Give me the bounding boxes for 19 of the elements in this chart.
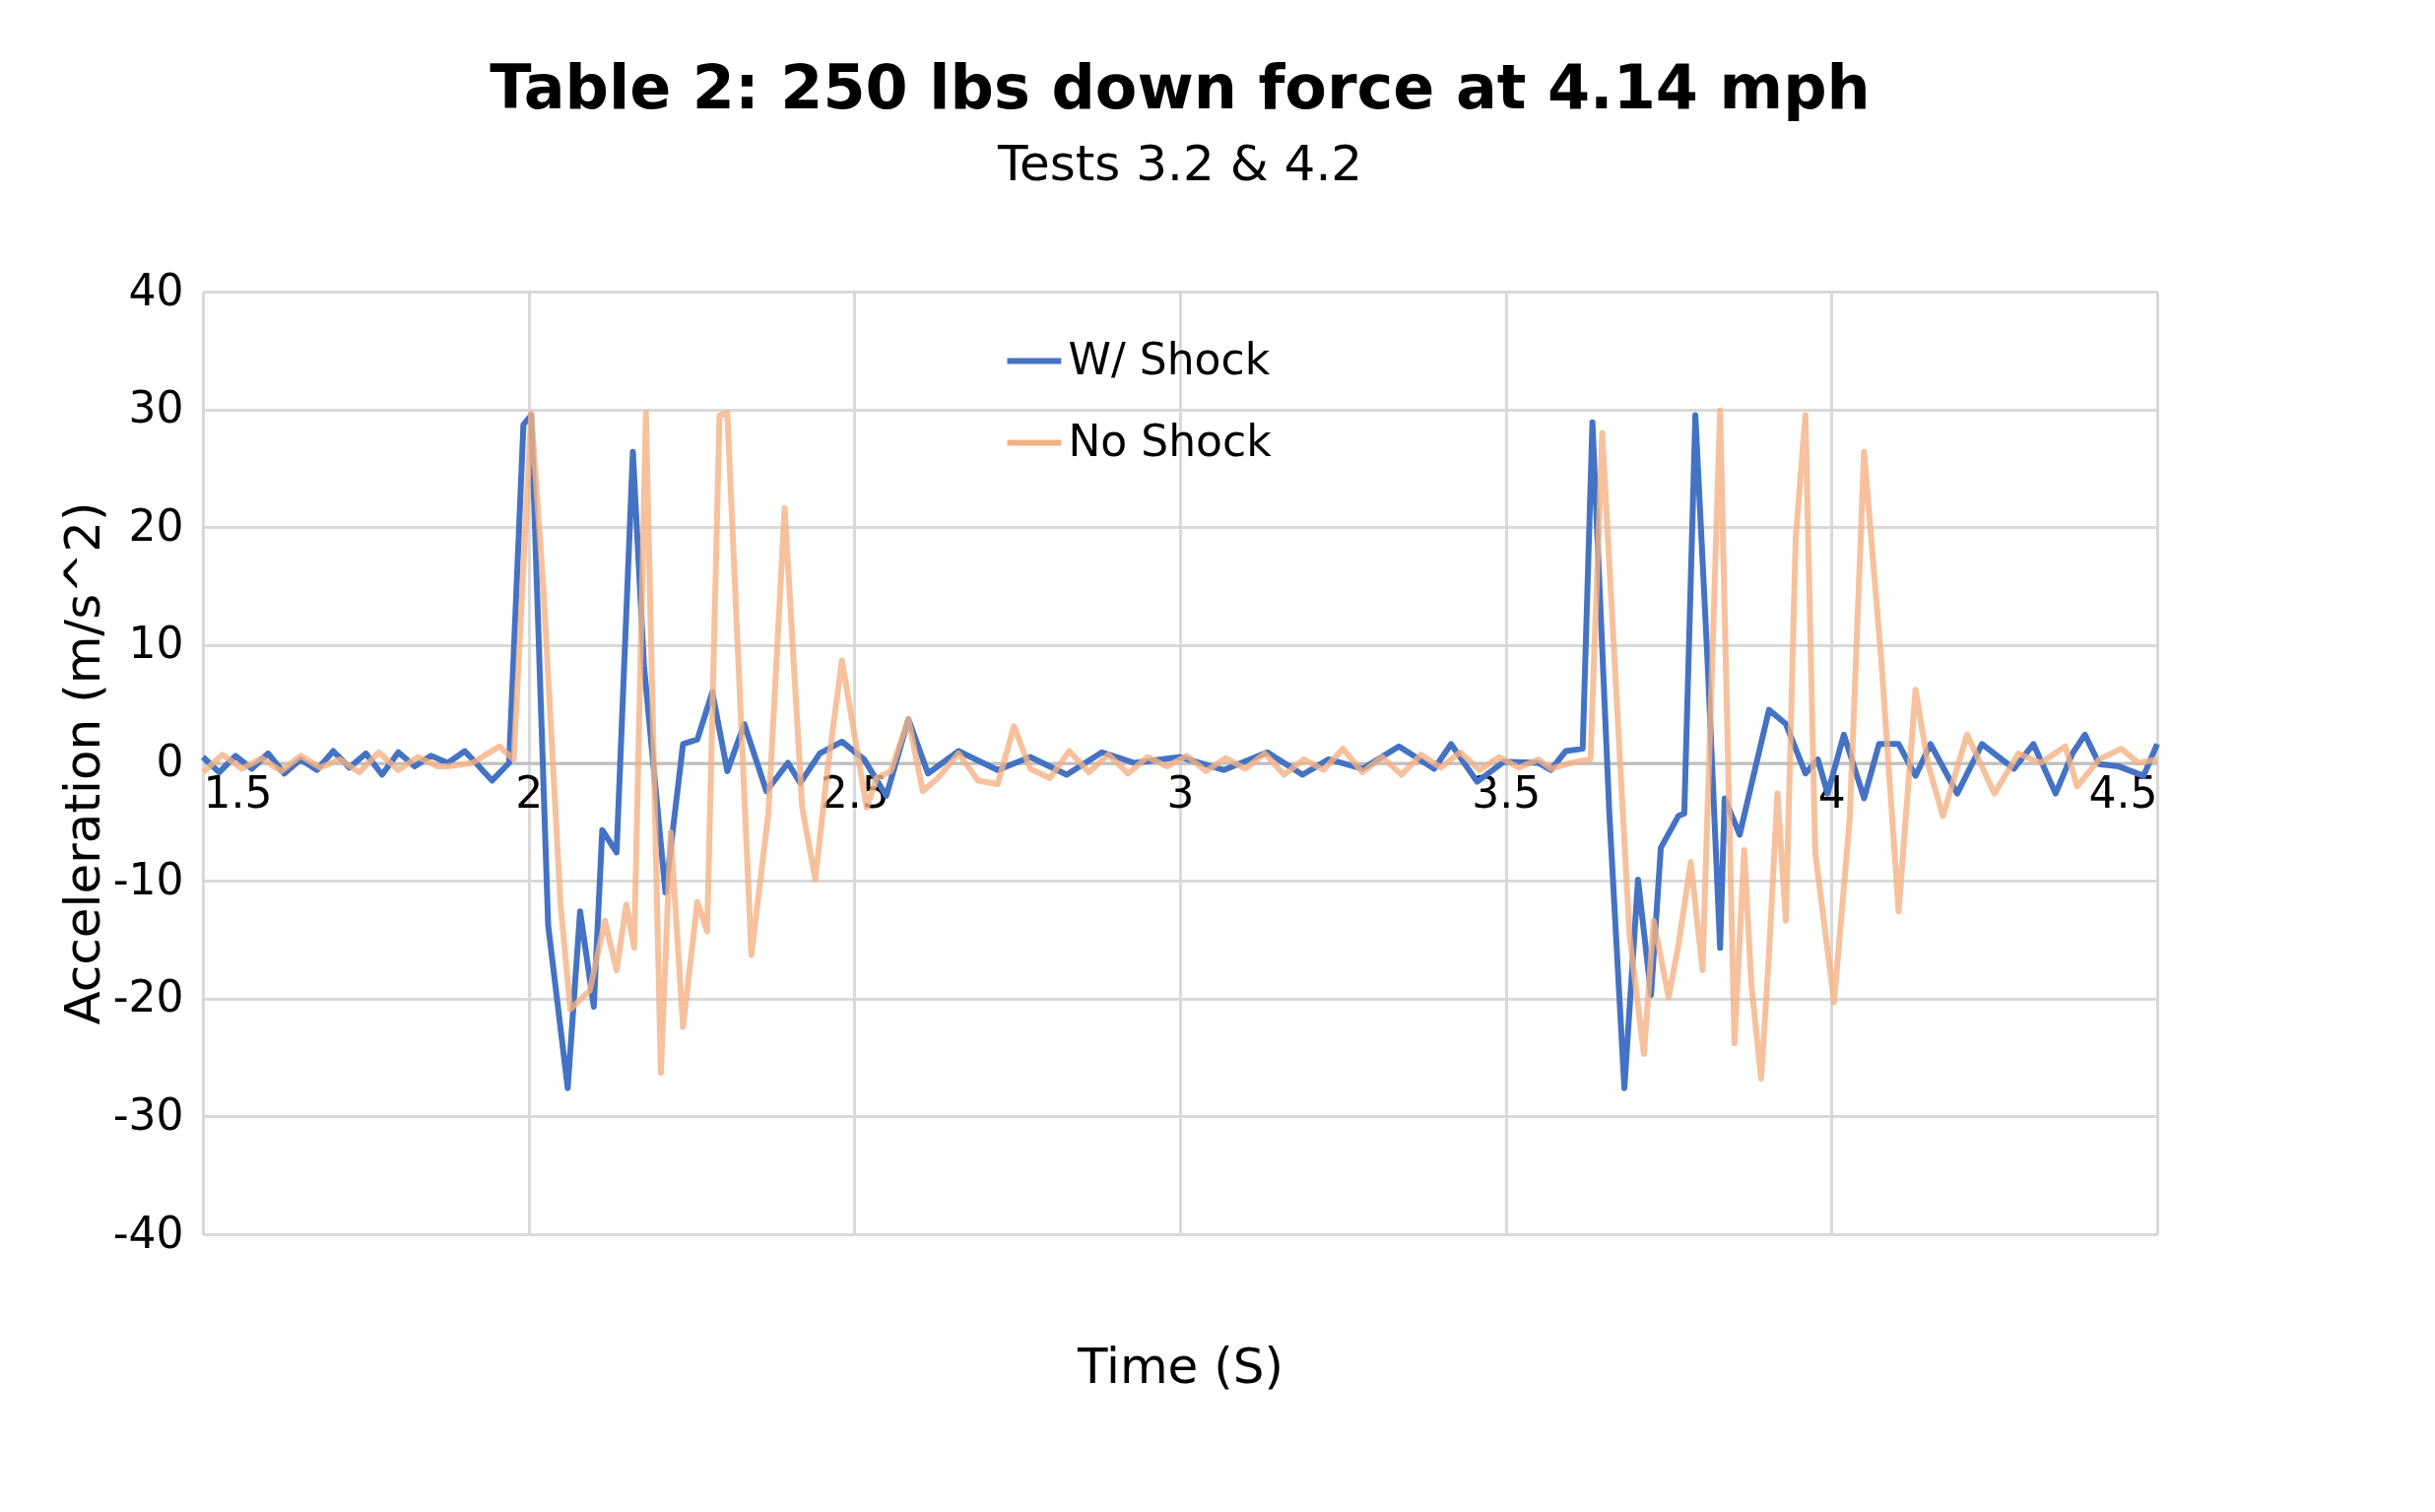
x-tick-label: 4.5 (2088, 767, 2158, 818)
legend-label: W/ Shock (1068, 333, 1271, 384)
y-tick-label: 20 (128, 499, 184, 551)
y-tick-label: 10 (128, 618, 184, 669)
y-axis-title: Acceleration (m/s^2) (53, 501, 111, 1025)
y-tick-label: 30 (128, 382, 184, 433)
x-tick-label: 1.5 (203, 767, 273, 818)
x-tick-label: 2 (515, 767, 544, 818)
chart-title: Table 2: 250 lbs down force at 4.14 mph (490, 51, 1871, 123)
y-tick-label: -20 (112, 971, 184, 1022)
y-tick-label: -10 (112, 853, 184, 904)
y-tick-label: 40 (128, 264, 184, 315)
legend-label: No Shock (1068, 415, 1273, 466)
y-tick-label: -30 (112, 1088, 184, 1140)
y-tick-label: -40 (112, 1207, 184, 1258)
x-tick-label: 3 (1166, 767, 1195, 818)
x-axis-title: Time (S) (1076, 1337, 1284, 1395)
y-tick-label: 0 (156, 736, 184, 786)
chart-subtitle: Tests 3.2 & 4.2 (996, 135, 1363, 192)
